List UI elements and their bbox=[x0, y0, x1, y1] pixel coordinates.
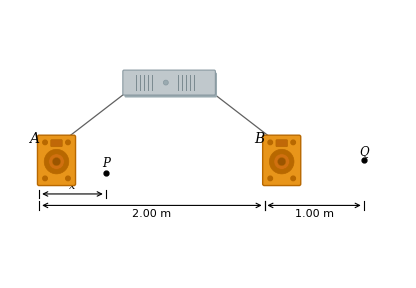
Circle shape bbox=[43, 176, 47, 181]
Circle shape bbox=[270, 149, 294, 174]
Circle shape bbox=[52, 158, 61, 166]
Circle shape bbox=[43, 140, 47, 145]
FancyBboxPatch shape bbox=[123, 70, 215, 95]
FancyBboxPatch shape bbox=[262, 135, 301, 185]
Text: Q: Q bbox=[359, 145, 369, 158]
Circle shape bbox=[66, 176, 70, 181]
Text: x: x bbox=[69, 181, 76, 191]
Circle shape bbox=[268, 176, 272, 181]
FancyBboxPatch shape bbox=[37, 135, 76, 185]
Circle shape bbox=[274, 154, 290, 169]
Circle shape bbox=[66, 140, 70, 145]
Circle shape bbox=[268, 140, 272, 145]
Text: 2.00 m: 2.00 m bbox=[132, 209, 171, 219]
FancyBboxPatch shape bbox=[276, 140, 287, 147]
Circle shape bbox=[163, 80, 168, 85]
Text: B: B bbox=[254, 132, 264, 146]
FancyBboxPatch shape bbox=[124, 73, 217, 98]
Circle shape bbox=[291, 140, 295, 145]
Text: A: A bbox=[29, 132, 39, 146]
FancyBboxPatch shape bbox=[51, 140, 62, 147]
Circle shape bbox=[49, 154, 64, 169]
Text: 1.00 m: 1.00 m bbox=[295, 209, 334, 219]
Circle shape bbox=[291, 176, 295, 181]
Text: P: P bbox=[102, 157, 110, 170]
Circle shape bbox=[277, 158, 286, 166]
Circle shape bbox=[44, 149, 69, 174]
